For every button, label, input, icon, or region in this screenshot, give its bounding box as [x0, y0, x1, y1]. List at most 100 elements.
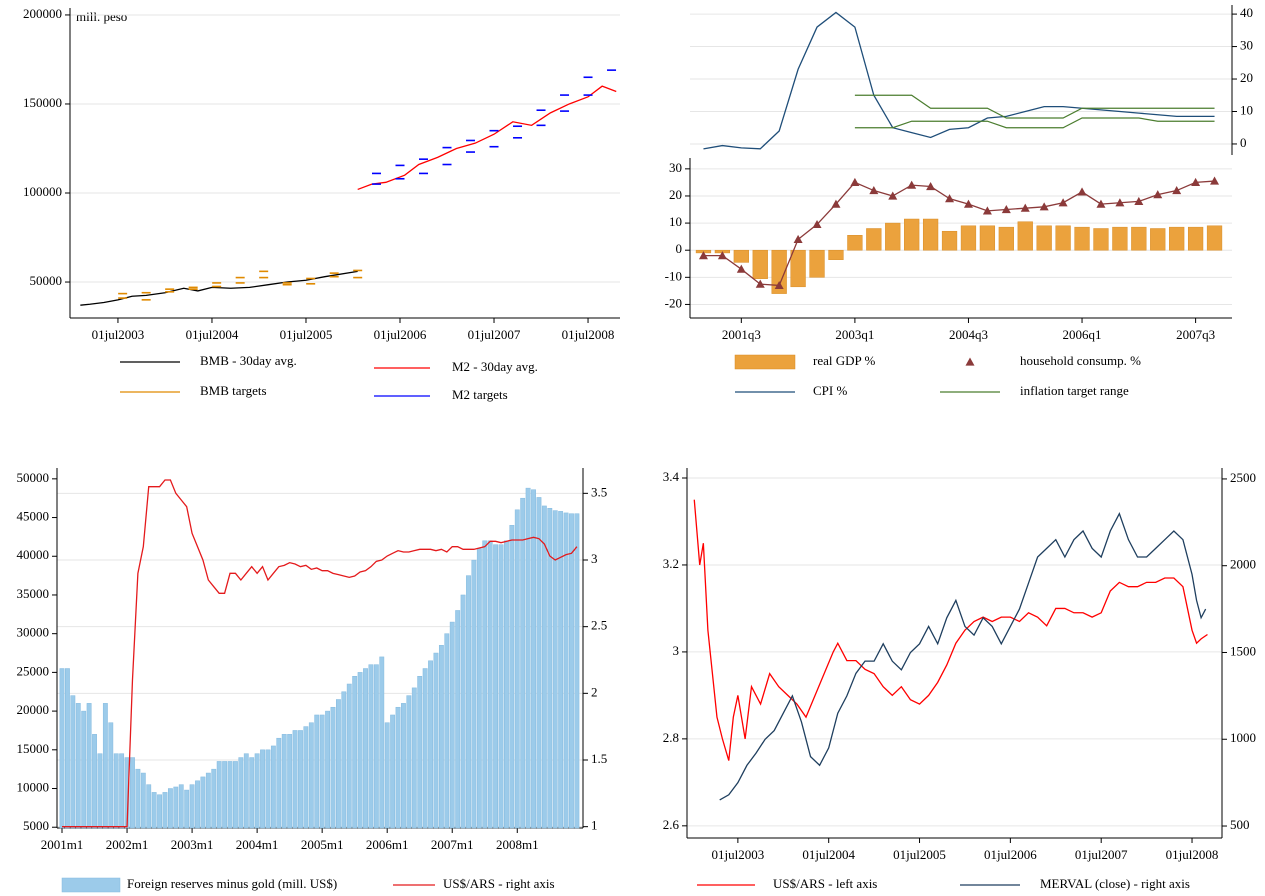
marker — [926, 181, 936, 191]
bar — [384, 722, 390, 829]
marker — [812, 219, 822, 229]
legend-label: M2 targets — [452, 387, 508, 402]
bar — [847, 235, 863, 251]
unit-annotation: mill. peso — [76, 9, 127, 24]
bar — [260, 749, 265, 829]
y2-tick-label: 500 — [1230, 817, 1250, 832]
bar — [211, 768, 217, 829]
y-tick-label: -10 — [665, 268, 682, 283]
bar — [428, 660, 433, 829]
marker — [1020, 203, 1030, 212]
bar — [292, 730, 298, 829]
y-tick-label: 100000 — [23, 184, 62, 199]
range-low — [854, 117, 1215, 129]
bar — [330, 706, 336, 829]
marker — [774, 280, 784, 290]
x-tick-label: 2007q3 — [1176, 327, 1215, 342]
bar — [276, 737, 282, 829]
bar — [498, 544, 504, 829]
marker — [755, 279, 765, 288]
bar — [314, 714, 320, 829]
bar — [1169, 226, 1185, 251]
bar — [265, 749, 271, 829]
legend-label: M2 - 30day avg. — [452, 359, 538, 374]
bar — [541, 505, 547, 829]
legend-label: CPI % — [813, 383, 847, 398]
legend-label: US$/ARS - right axis — [443, 876, 555, 891]
bar — [1150, 228, 1166, 251]
bar — [411, 687, 417, 829]
bar — [449, 621, 455, 829]
marker — [698, 251, 708, 260]
bar — [547, 508, 553, 829]
bar — [1036, 225, 1052, 251]
legend-label: inflation target range — [1020, 383, 1129, 398]
line — [719, 512, 1207, 801]
y2-tick-label: 1000 — [1230, 730, 1256, 745]
line — [703, 11, 1215, 150]
bar — [97, 753, 103, 829]
bar — [92, 734, 97, 829]
legend-swatch — [965, 357, 975, 366]
bar — [885, 222, 901, 251]
line — [693, 499, 1208, 761]
bar — [298, 730, 303, 829]
bar — [363, 668, 368, 829]
bar — [238, 757, 244, 829]
bar — [216, 761, 222, 829]
bar — [563, 512, 569, 829]
x-tick-label: 2001q3 — [722, 327, 761, 342]
bar — [482, 540, 488, 829]
bar — [222, 761, 228, 829]
y2-tick-label: 2500 — [1230, 470, 1256, 485]
bar — [809, 249, 825, 278]
x-tick-label: 01jul2007 — [1075, 847, 1128, 862]
marker — [963, 199, 973, 208]
y2-tick-label: 1 — [591, 818, 598, 833]
marker — [1001, 205, 1011, 214]
marker — [869, 186, 879, 195]
legend-swatch — [61, 877, 121, 893]
bar — [200, 776, 206, 829]
bar — [1206, 225, 1223, 251]
bar — [303, 726, 309, 829]
bar — [119, 753, 125, 829]
y-tick-label: 5000 — [23, 818, 49, 833]
y-tick-label: 50000 — [17, 470, 50, 485]
bar — [140, 772, 146, 829]
line — [703, 180, 1215, 287]
x-tick-label: 01jul2006 — [374, 327, 427, 342]
bar — [341, 691, 347, 829]
legend-label: BMB - 30day avg. — [200, 353, 297, 368]
bar — [157, 794, 162, 829]
bar — [828, 249, 844, 260]
marker — [736, 264, 746, 273]
marker — [888, 191, 898, 200]
marker — [1191, 177, 1201, 187]
legend-swatch — [734, 354, 796, 370]
bar — [569, 513, 574, 829]
bar — [998, 226, 1014, 251]
line — [80, 270, 358, 306]
legend-label: BMB targets — [200, 383, 267, 398]
bar — [771, 249, 787, 294]
x-tick-label: 01jul2003 — [92, 327, 145, 342]
line — [62, 479, 578, 828]
bar — [1055, 225, 1071, 251]
bar — [173, 786, 179, 829]
bar — [184, 789, 190, 829]
marker — [717, 251, 727, 260]
bar — [466, 575, 471, 829]
y-tick-label: 20 — [669, 187, 682, 202]
x-tick-label: 01jul2007 — [468, 327, 521, 342]
y-tick-label: 200000 — [23, 6, 62, 21]
marker — [1039, 202, 1049, 211]
bar — [227, 761, 233, 829]
x-tick-label: 01jul2005 — [280, 327, 333, 342]
y-tick-label: 10000 — [17, 780, 50, 795]
range-high — [854, 94, 1215, 119]
x-tick-label: 2006q1 — [1063, 327, 1102, 342]
bar — [135, 768, 141, 829]
legend-label: Foreign reserves minus gold (mill. US$) — [127, 876, 337, 891]
bar — [406, 695, 412, 829]
